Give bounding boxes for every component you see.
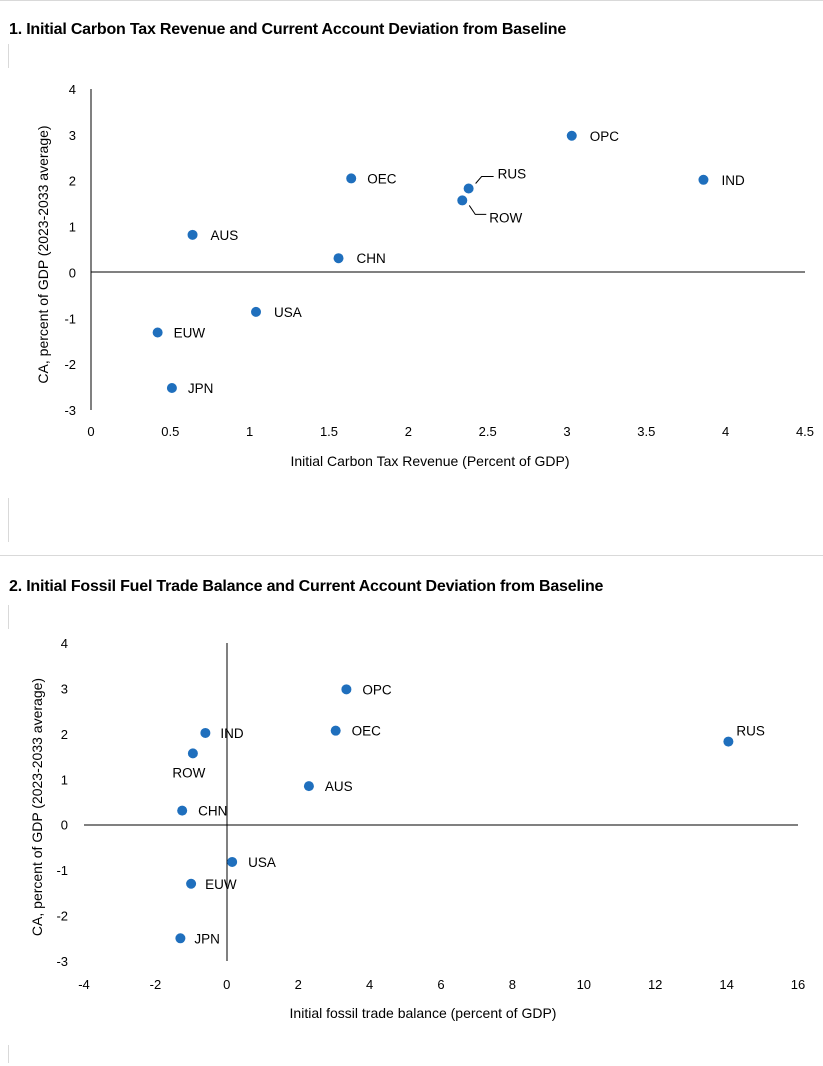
data-point <box>187 748 198 759</box>
data-point <box>566 130 577 141</box>
panel-left-border <box>8 498 9 542</box>
x-tick-label: 4 <box>722 424 729 439</box>
data-label: RUS <box>498 167 527 182</box>
data-point <box>346 173 357 184</box>
label-leader-line <box>468 205 487 215</box>
y-tick-label: 3 <box>61 681 68 696</box>
x-tick-label: -4 <box>78 977 90 992</box>
y-tick-label: 0 <box>61 818 68 833</box>
y-tick-label: -3 <box>64 403 76 418</box>
panel-left-border <box>8 1045 9 1063</box>
x-tick-label: 1 <box>246 424 253 439</box>
x-tick-label: 6 <box>437 977 444 992</box>
data-label: AUS <box>325 779 353 794</box>
panel-top-border <box>0 0 823 1</box>
data-point <box>251 306 262 317</box>
x-tick-label: -2 <box>150 977 162 992</box>
y-tick-label: -1 <box>64 311 76 326</box>
data-point <box>463 183 474 194</box>
data-point <box>303 781 314 792</box>
data-label: OEC <box>352 724 382 739</box>
data-point <box>177 805 188 816</box>
data-label: ROW <box>172 765 205 780</box>
x-tick-label: 4.5 <box>796 424 814 439</box>
data-label: JPN <box>194 931 220 946</box>
data-point <box>152 327 163 338</box>
y-tick-label: 4 <box>61 636 68 651</box>
x-tick-label: 10 <box>577 977 591 992</box>
x-tick-label: 8 <box>509 977 516 992</box>
panel-left-border <box>8 44 9 68</box>
data-point <box>175 933 186 944</box>
data-point <box>186 878 197 889</box>
chart-panel-1: 1. Initial Carbon Tax Revenue and Curren… <box>0 0 823 490</box>
data-point <box>330 725 341 736</box>
y-axis-title: CA, percent of GDP (2023-2033 average) <box>29 678 45 936</box>
data-point <box>187 229 198 240</box>
panel-left-border <box>8 605 9 629</box>
data-point <box>227 856 238 867</box>
y-tick-label: -2 <box>56 909 68 924</box>
data-label: IND <box>220 726 244 741</box>
x-axis-title: Initial fossil trade balance (percent of… <box>290 1005 557 1021</box>
data-point <box>457 195 468 206</box>
data-label: RUS <box>736 724 765 739</box>
chart-panel-2: 2. Initial Fossil Fuel Trade Balance and… <box>0 555 823 1055</box>
y-tick-label: 1 <box>69 220 76 235</box>
y-tick-label: 0 <box>69 265 76 280</box>
x-tick-label: 3.5 <box>637 424 655 439</box>
data-label: USA <box>274 305 302 320</box>
data-label: OPC <box>362 682 392 697</box>
x-tick-label: 0 <box>87 424 94 439</box>
data-label: EUW <box>205 877 237 892</box>
data-point <box>341 684 352 695</box>
scatter-chart: 0 0.5 1 1.5 2 2.5 3 3.5 4 4.5 -3 -2 -1 0 1 2 3 4 Initial C… <box>35 82 814 469</box>
x-tick-label: 0 <box>223 977 230 992</box>
data-label: OPC <box>590 129 620 144</box>
data-point <box>166 382 177 393</box>
data-label: IND <box>721 173 745 188</box>
panel-top-border <box>0 555 823 556</box>
x-tick-label: 1.5 <box>320 424 338 439</box>
x-axis-title: Initial Carbon Tax Revenue (Percent of G… <box>290 453 569 469</box>
y-axis-title: CA, percent of GDP (2023-2033 average) <box>35 125 51 383</box>
data-label: AUS <box>211 228 239 243</box>
y-tick-label: -3 <box>56 954 68 969</box>
y-tick-label: 2 <box>69 174 76 189</box>
y-tick-label: 4 <box>69 82 76 97</box>
data-label: EUW <box>174 326 206 341</box>
data-label: CHN <box>198 804 227 819</box>
data-label: USA <box>248 855 276 870</box>
x-tick-label: 3 <box>563 424 570 439</box>
data-point <box>698 174 709 185</box>
chart-title: 1. Initial Carbon Tax Revenue and Curren… <box>9 21 567 38</box>
data-label: ROW <box>489 210 522 225</box>
data-point <box>200 727 211 738</box>
x-tick-label: 2.5 <box>479 424 497 439</box>
x-tick-label: 4 <box>366 977 373 992</box>
x-tick-label: 16 <box>791 977 805 992</box>
data-point <box>723 736 734 747</box>
x-tick-label: 2 <box>405 424 412 439</box>
data-label: JPN <box>188 381 214 396</box>
x-tick-label: 2 <box>295 977 302 992</box>
data-point <box>333 253 344 264</box>
x-tick-label: 14 <box>719 977 733 992</box>
y-tick-label: -2 <box>64 357 76 372</box>
chart-title: 2. Initial Fossil Fuel Trade Balance and… <box>9 578 604 595</box>
y-tick-label: -1 <box>56 863 68 878</box>
data-label: CHN <box>357 251 386 266</box>
y-tick-label: 1 <box>61 772 68 787</box>
data-label: OEC <box>367 171 397 186</box>
x-tick-label: 0.5 <box>161 424 179 439</box>
label-leader-line <box>475 176 494 184</box>
y-tick-label: 2 <box>61 727 68 742</box>
x-tick-label: 12 <box>648 977 662 992</box>
y-tick-label: 3 <box>69 128 76 143</box>
